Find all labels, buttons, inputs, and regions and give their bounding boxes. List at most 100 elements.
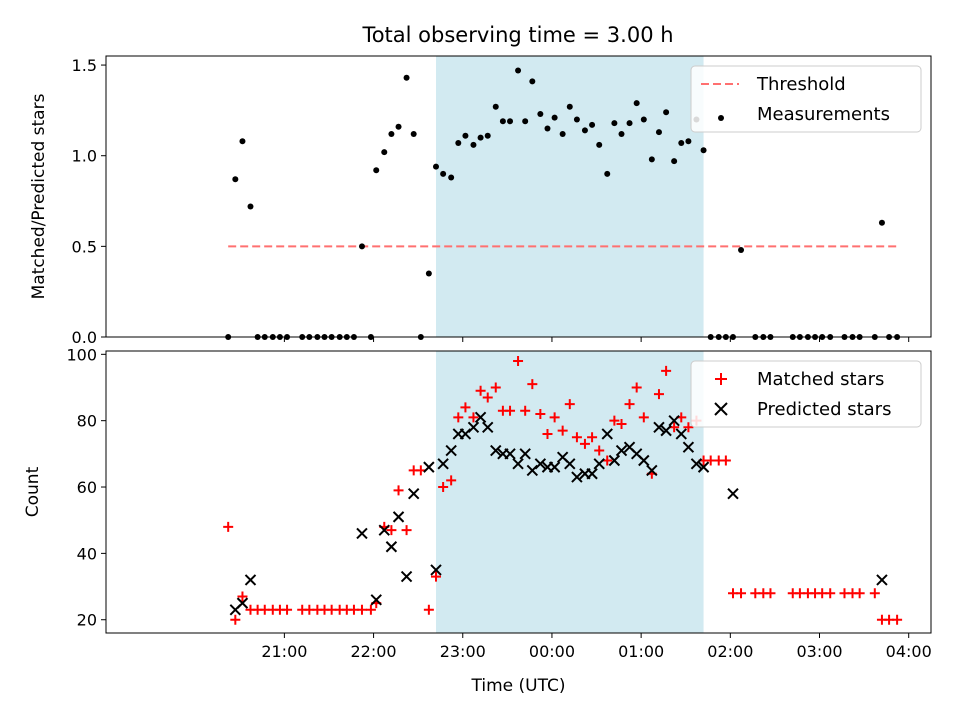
data-point-predicted <box>378 524 390 536</box>
data-point-matched <box>720 455 731 466</box>
x-tick-label: 03:00 <box>796 642 842 661</box>
data-point-predicted <box>423 461 435 473</box>
data-point-measurement <box>685 138 692 145</box>
legend-measurement-swatch <box>718 115 724 121</box>
data-point-matched <box>549 412 560 423</box>
data-point-predicted <box>430 564 442 576</box>
data-point-predicted <box>668 414 680 427</box>
top-panel: 0.0 0.5 1.0 1.5 Matched/Predicted stars Thres… <box>29 55 932 347</box>
data-point-predicted <box>727 487 739 500</box>
data-point-matched <box>431 571 441 582</box>
data-point-measurement <box>440 170 447 177</box>
legend: Matched stars Predicted stars <box>690 360 922 428</box>
data-point-measurement <box>559 130 566 137</box>
data-point-matched <box>475 385 486 396</box>
data-point-predicted <box>445 444 457 457</box>
data-point-predicted <box>400 570 413 583</box>
data-point-matched <box>765 588 776 599</box>
data-point-measurement <box>551 114 558 121</box>
observing-window-band <box>436 56 704 337</box>
data-point-matched <box>423 604 434 615</box>
data-point-measurement <box>492 103 499 110</box>
data-point-matched <box>542 428 553 439</box>
y-tick-label: 80 <box>77 412 97 431</box>
data-point-measurement <box>537 111 544 118</box>
data-point-predicted <box>564 458 576 470</box>
legend-box <box>690 65 922 133</box>
data-point-measurement <box>700 147 707 154</box>
data-point-measurement <box>655 129 662 136</box>
data-point-measurement <box>648 156 655 163</box>
legend-label: Threshold <box>756 74 846 95</box>
data-point-matched <box>527 379 538 390</box>
data-point-matched <box>653 389 664 400</box>
y-tick-label: 0.5 <box>72 237 97 256</box>
data-point-measurement <box>589 121 596 128</box>
data-point-predicted <box>593 458 605 470</box>
data-point-measurement <box>678 140 685 147</box>
data-point-matched <box>230 614 241 625</box>
data-point-matched <box>616 418 627 429</box>
x-axis-label: Time (UTC) <box>471 676 566 696</box>
data-point-predicted <box>615 444 628 457</box>
figure-title: Total observing time = 3.00 h <box>361 23 673 47</box>
data-point-predicted <box>490 444 502 457</box>
data-point-measurement <box>373 167 380 174</box>
plot-frame <box>105 350 932 634</box>
data-point-measurement <box>738 246 745 253</box>
data-point-predicted <box>682 441 695 453</box>
x-tick-label: 21:00 <box>261 642 307 661</box>
x-tick-label: 22:00 <box>351 642 397 661</box>
data-point-matched <box>513 355 524 366</box>
data-point-measurement <box>499 118 506 125</box>
data-point-predicted <box>675 428 687 440</box>
data-point-matched <box>446 475 457 486</box>
x-tick-label: 00:00 <box>529 642 575 661</box>
data-point-measurement <box>633 100 640 107</box>
data-point-matched <box>854 588 865 599</box>
legend-label: Matched stars <box>757 369 884 390</box>
data-point-measurement <box>232 176 239 183</box>
bottom-panel: 20 40 60 80 100 21:00 22:00 23:00 00:00 01:00 02:0… <box>23 345 932 696</box>
legend-label: Predicted stars <box>757 399 891 420</box>
data-point-measurement <box>462 132 469 139</box>
data-point-measurement <box>410 130 417 137</box>
data-point-measurement <box>358 243 365 250</box>
x-tick-label: 23:00 <box>440 642 486 661</box>
data-point-predicted <box>601 428 613 440</box>
data-point-matched <box>683 422 694 433</box>
data-point-predicted <box>586 468 598 480</box>
data-point-matched <box>356 604 367 615</box>
data-point-measurement <box>455 140 462 147</box>
data-point-predicted <box>482 421 494 434</box>
data-point-measurement <box>611 120 618 127</box>
data-point-matched <box>490 382 501 393</box>
data-point-measurement <box>470 141 477 148</box>
data-point-matched <box>661 365 672 376</box>
data-point-measurement <box>484 132 491 139</box>
series-predicted-stars <box>229 411 888 616</box>
data-point-measurement <box>618 130 625 137</box>
data-point-matched <box>453 412 464 423</box>
data-point-predicted <box>876 574 888 586</box>
data-point-matched <box>594 445 605 456</box>
data-point-predicted <box>244 574 257 586</box>
data-point-matched <box>393 485 404 496</box>
data-point-measurement <box>477 134 484 141</box>
data-point-matched <box>282 604 293 615</box>
data-point-predicted <box>571 471 583 483</box>
data-point-predicted <box>407 487 420 500</box>
data-point-matched <box>557 425 568 436</box>
data-point-predicted <box>385 541 398 553</box>
data-point-measurement <box>581 127 588 134</box>
data-point-predicted <box>638 454 650 467</box>
data-point-predicted <box>437 458 449 470</box>
legend: Threshold Measurements <box>690 65 922 133</box>
legend-label: Measurements <box>757 104 890 125</box>
data-point-predicted <box>697 461 710 473</box>
data-point-predicted <box>356 527 368 540</box>
data-point-matched <box>468 412 479 423</box>
data-point-matched <box>460 402 471 413</box>
data-point-predicted <box>392 511 405 523</box>
data-point-measurement <box>381 149 388 156</box>
